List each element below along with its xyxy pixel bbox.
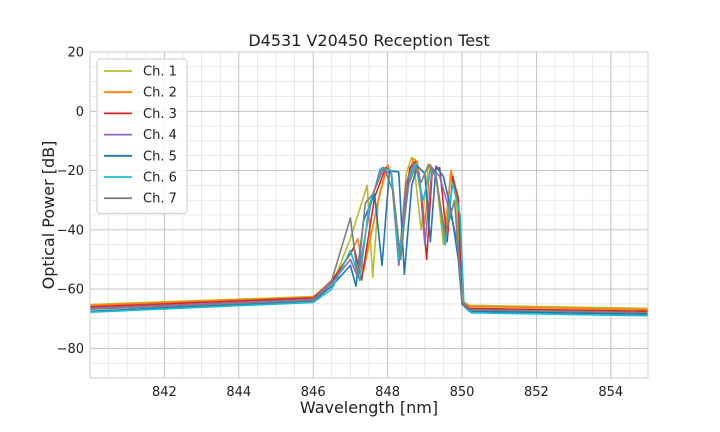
x-tick-label: 842	[152, 385, 177, 400]
series-line-ch5	[90, 165, 648, 316]
y-tick-label: −40	[57, 223, 84, 238]
plot-frame	[89, 51, 649, 379]
series-line-ch6	[90, 162, 648, 317]
series-line-ch3	[90, 160, 648, 313]
y-tick-label: 0	[76, 105, 84, 120]
legend-label: Ch. 5	[143, 149, 177, 164]
plot-area: 842 844 846 848 850 852 854 −80 −60 −40 −20 0 20 Ch. …	[57, 46, 649, 400]
y-tick-label: −80	[57, 342, 84, 357]
x-tick-label: 844	[226, 385, 251, 400]
legend-label: Ch. 6	[143, 171, 177, 186]
y-tick-label: −60	[57, 283, 84, 298]
x-tick-label: 852	[524, 385, 549, 400]
legend-label: Ch. 4	[143, 128, 177, 143]
x-tick-label: 854	[598, 385, 623, 400]
legend-label: Ch. 3	[143, 107, 177, 122]
x-axis-label: Wavelength [nm]	[300, 398, 438, 417]
x-tick-label: 848	[375, 385, 400, 400]
legend-label: Ch. 1	[143, 65, 177, 80]
legend-label: Ch. 7	[143, 192, 177, 207]
legend-label: Ch. 2	[143, 86, 177, 101]
series-line-ch7	[90, 163, 648, 314]
legend-box	[96, 58, 188, 214]
y-tick-label: 20	[67, 46, 84, 61]
y-axis-label: Optical Power [dB]	[39, 141, 58, 290]
y-tick-label: −20	[57, 164, 84, 179]
x-tick-label: 846	[301, 385, 326, 400]
x-tick-label: 850	[450, 385, 475, 400]
series-group	[90, 156, 648, 317]
legend: Ch. 1 Ch. 2 Ch. 3 Ch. 4 Ch. 5 Ch. 6 Ch. 7	[96, 58, 188, 214]
chart-title: D4531 V20450 Reception Test	[248, 31, 489, 50]
